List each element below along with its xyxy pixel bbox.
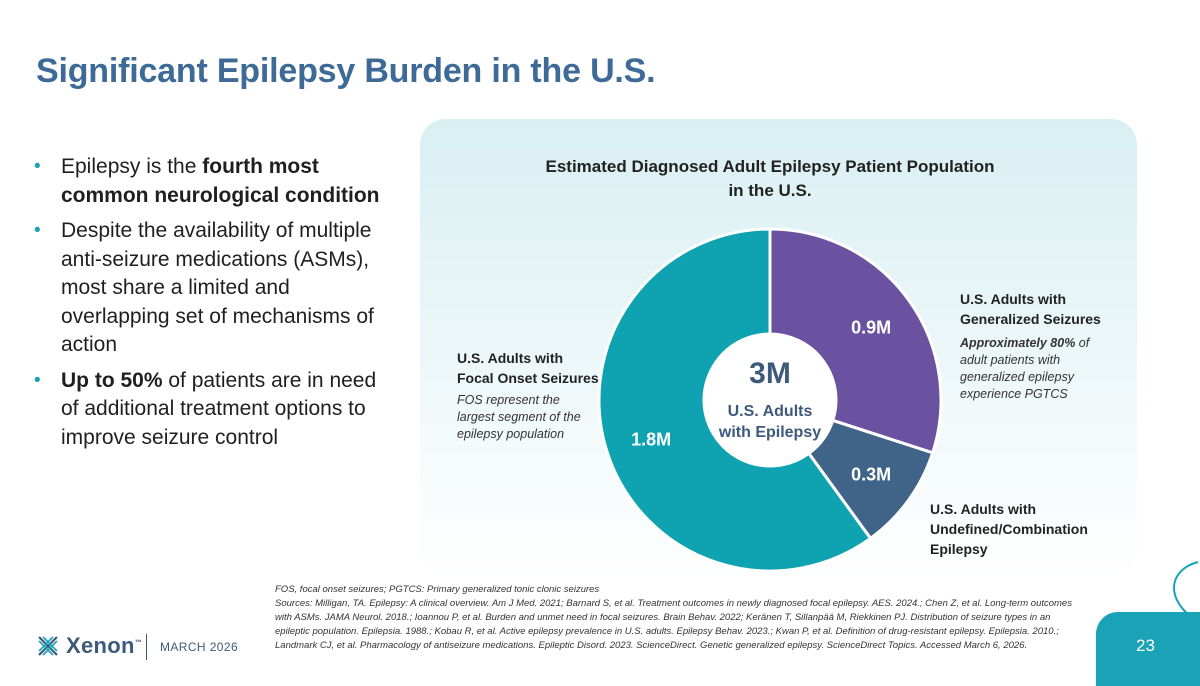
donut-hole [704, 334, 836, 466]
generalized-note: Approximately 80% of adult patients with… [960, 336, 1090, 401]
center-label-line1: U.S. Adults [728, 403, 813, 420]
bullet-dot-icon: • [34, 369, 41, 391]
bullet-item: • Despite the availability of multiple a… [34, 219, 374, 356]
chart-title: Estimated Diagnosed Adult Epilepsy Patie… [545, 157, 995, 200]
page-number-tab [1096, 612, 1200, 686]
focal-heading: U.S. Adults with Focal Onset Seizures [457, 350, 599, 386]
slice-value-label: 0.3M [851, 464, 891, 484]
bullet-list: • Epilepsy is the fourth most common neu… [34, 153, 386, 459]
slide-date: MARCH 2026 [160, 640, 239, 654]
xenon-logo-icon [38, 636, 58, 656]
company-logo: Xenon™ [36, 632, 142, 660]
bullet-dot-icon: • [34, 220, 41, 241]
footnotes: FOS, focal onset seizures; PGTCS: Primar… [275, 584, 1072, 651]
bullet-item: • Up to 50% of patients are in need of a… [34, 368, 377, 449]
slice-value-label: 0.9M [851, 318, 891, 338]
center-value: 3M [749, 357, 791, 390]
bullet-dot-icon: • [34, 156, 41, 177]
slice-value-label: 1.8M [631, 430, 671, 450]
slide-title: Significant Epilepsy Burden in the U.S. [36, 52, 656, 90]
footer-divider [146, 634, 147, 660]
page-number: 23 [1136, 636, 1155, 655]
generalized-heading: U.S. Adults with Generalized Seizures [960, 291, 1101, 327]
bullet-item: • Epilepsy is the fourth most common neu… [34, 155, 380, 207]
center-label-line2: with Epilepsy [718, 424, 821, 441]
focal-note: FOS represent the largest segment of the… [457, 393, 581, 441]
undefined-heading: U.S. Adults with Undefined/Combination E… [930, 501, 1088, 557]
logo-text: Xenon™ [66, 633, 143, 658]
